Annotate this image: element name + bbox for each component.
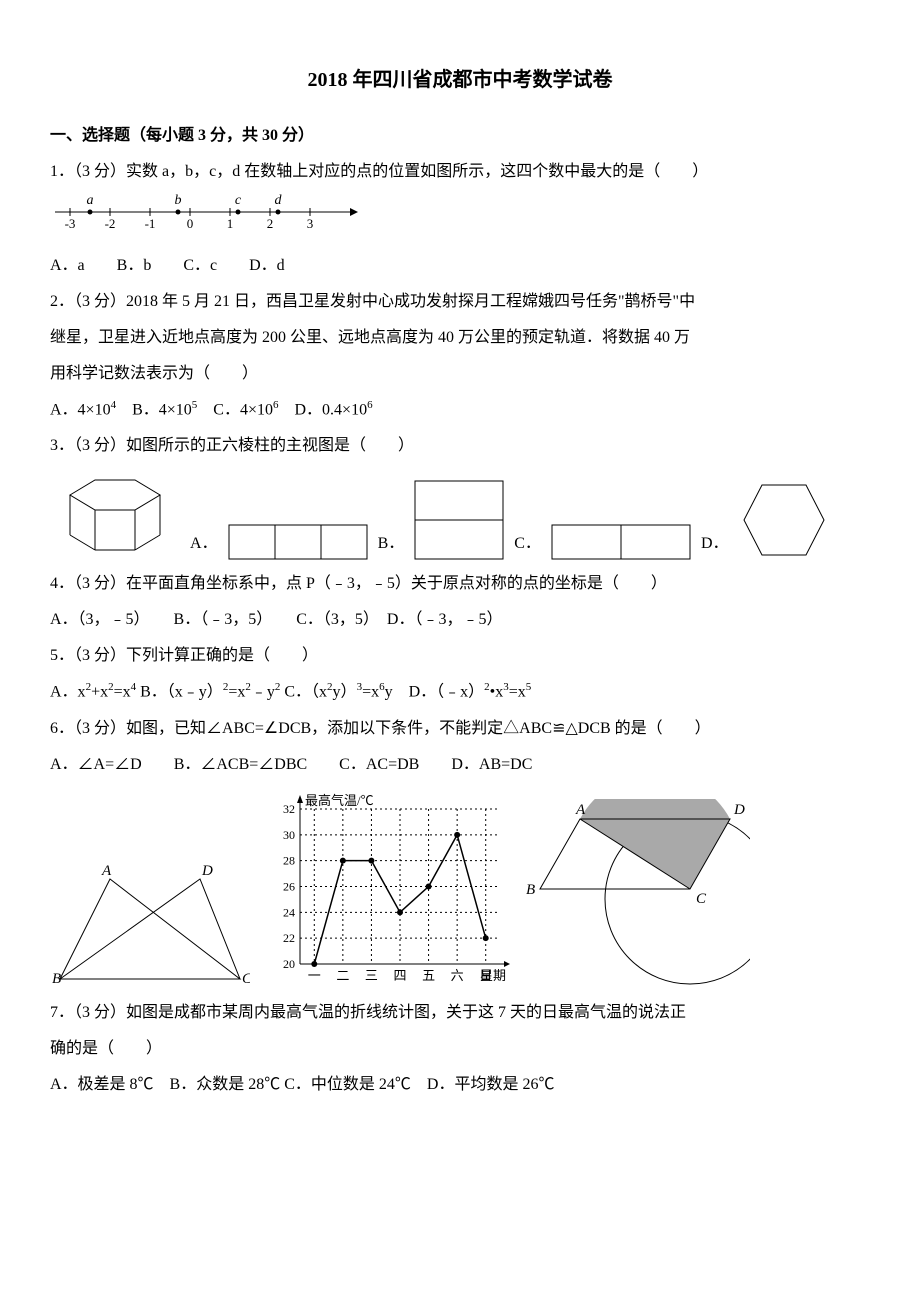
q7-stem-b: 确的是（ ） (50, 1033, 870, 1065)
svg-text:一: 一 (308, 968, 321, 983)
svg-text:3: 3 (307, 216, 314, 231)
q1-options: A．a B．b C．c D．d (50, 250, 870, 282)
section-heading: 一、选择题（每小题 3 分，共 30 分） (50, 120, 870, 152)
q5-stem: 5．（3 分）下列计算正确的是（ ） (50, 640, 870, 672)
svg-text:b: b (175, 193, 182, 208)
q4-stem: 4．（3 分）在平面直角坐标系中，点 P（﹣3，﹣5）关于原点对称的点的坐标是（… (50, 568, 870, 600)
svg-text:-1: -1 (145, 216, 156, 231)
q1-numberline: -3 -2 -1 0 1 2 3 a b c d (50, 192, 870, 246)
svg-text:三: 三 (365, 968, 378, 983)
q3-stem: 3．（3 分）如图所示的正六棱柱的主视图是（ ） (50, 430, 870, 462)
svg-text:30: 30 (283, 827, 295, 841)
svg-text:A: A (575, 802, 586, 818)
svg-text:28: 28 (283, 853, 295, 867)
svg-text:d: d (275, 193, 283, 208)
figures-row: A D B C 20 22 24 26 28 30 32 一 二 三 四 五 (50, 789, 870, 989)
svg-text:二: 二 (336, 968, 349, 983)
svg-text:1: 1 (227, 216, 234, 231)
q2-options: A．4×104 B．4×105 C．4×106 D．0.4×106 (50, 394, 870, 426)
svg-text:22: 22 (283, 931, 295, 945)
svg-text:D: D (201, 863, 213, 879)
svg-text:c: c (235, 193, 242, 208)
q7-stem-a: 7．（3 分）如图是成都市某周内最高气温的折线统计图，关于这 7 天的日最高气温… (50, 997, 870, 1029)
q2-stem-a: 2．（3 分）2018 年 5 月 21 日，西昌卫星发射中心成功发射探月工程嫦… (50, 286, 870, 318)
q6-options: A．∠A=∠D B．∠ACB=∠DBC C．AC=DB D．AB=DC (50, 749, 870, 781)
svg-text:D: D (733, 802, 745, 818)
q4-options: A．（3，﹣5） B．（﹣3，5） C．（3，5） D．（﹣3，﹣5） (50, 604, 870, 636)
svg-text:-2: -2 (105, 216, 116, 231)
q7-options: A．极差是 8℃ B．众数是 28℃ C．中位数是 24℃ D．平均数是 26℃ (50, 1069, 870, 1101)
page-title: 2018 年四川省成都市中考数学试卷 (50, 60, 870, 100)
svg-text:B: B (52, 971, 61, 987)
svg-text:2: 2 (267, 216, 274, 231)
svg-text:-3: -3 (65, 216, 76, 231)
q5-options: A．x2+x2=x4 B．（x﹣y）2=x2﹣y2 C．（x2y）3=x6y D… (50, 676, 870, 708)
svg-text:最高气温/℃: 最高气温/℃ (305, 793, 374, 808)
svg-text:C: C (696, 891, 707, 907)
q1-stem: 1．（3 分）实数 a，b，c，d 在数轴上对应的点的位置如图所示，这四个数中最… (50, 156, 870, 188)
svg-text:24: 24 (283, 905, 295, 919)
svg-text:20: 20 (283, 957, 295, 971)
svg-text:a: a (87, 193, 94, 208)
svg-text:B: B (526, 882, 535, 898)
svg-text:C: C (242, 971, 250, 987)
q2-stem-b: 继星，卫星进入近地点高度为 200 公里、远地点高度为 40 万公里的预定轨道．… (50, 322, 870, 354)
svg-text:26: 26 (283, 879, 295, 893)
svg-text:0: 0 (187, 216, 194, 231)
svg-text:32: 32 (283, 802, 295, 816)
svg-text:星期: 星期 (480, 968, 506, 983)
q6-stem: 6．（3 分）如图，已知∠ABC=∠DCB，添加以下条件，不能判定△ABC≌△D… (50, 713, 870, 745)
svg-text:A: A (101, 863, 112, 879)
q2-stem-c: 用科学记数法表示为（ ） (50, 358, 870, 390)
svg-text:四: 四 (393, 968, 406, 983)
svg-text:六: 六 (451, 968, 464, 983)
svg-text:五: 五 (422, 968, 435, 983)
q3-figure-row: A．B． C．D． (50, 470, 870, 560)
